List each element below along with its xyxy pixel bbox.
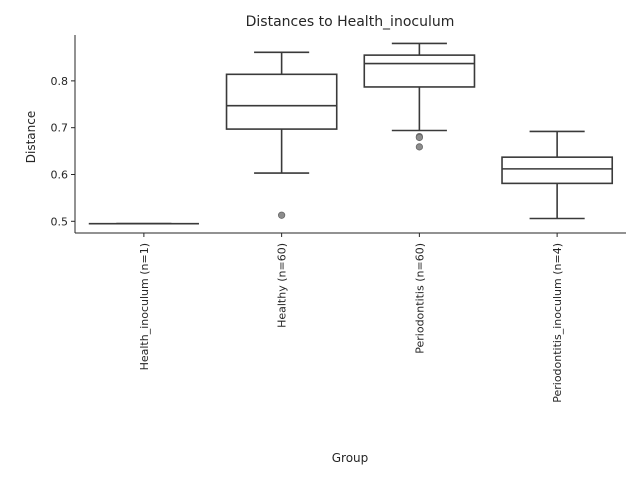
- y-axis-label: Distance: [24, 111, 38, 163]
- box-group: [225, 51, 338, 219]
- box-group: [363, 42, 476, 151]
- y-tick-label: 0.7: [51, 122, 69, 135]
- iqr-box: [225, 73, 338, 130]
- outlier-point: [278, 211, 286, 219]
- x-ticks: Health_inoculum (n=1) Healthy (n=60) Perio…: [138, 233, 564, 403]
- x-axis-label: Group: [332, 451, 369, 465]
- outlier-point: [415, 143, 423, 151]
- y-ticks: 0.5 0.6 0.7 0.8: [51, 75, 75, 228]
- x-tick-label: Periodontitis_inoculum (n=4): [551, 243, 564, 403]
- boxes: [88, 42, 614, 225]
- x-tick-label: Health_inoculum (n=1): [138, 243, 151, 370]
- iqr-box: [363, 54, 476, 88]
- outlier-point: [415, 133, 423, 142]
- iqr-box: [501, 156, 614, 185]
- y-tick-label: 0.6: [51, 168, 69, 181]
- chart-title: Distances to Health_inoculum: [246, 14, 455, 30]
- x-tick-label: Healthy (n=60): [276, 243, 289, 328]
- y-tick-label: 0.5: [51, 215, 69, 228]
- x-tick-label: Periodontitis (n=60): [413, 243, 426, 354]
- y-tick-label: 0.8: [51, 75, 69, 88]
- box-group: [501, 130, 614, 220]
